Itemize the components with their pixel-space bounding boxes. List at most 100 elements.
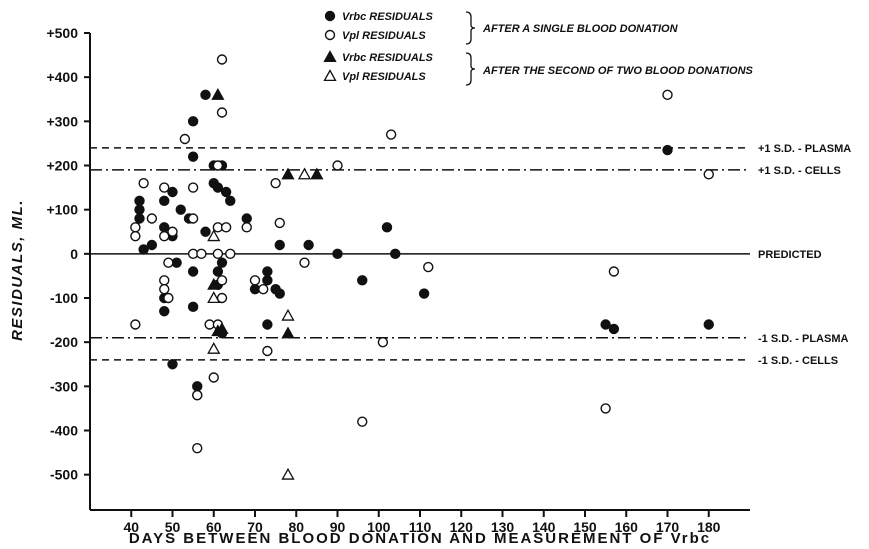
filled-circle-point [262,266,273,277]
ticks: +500 +400 +300 +200 +100 0 -100 -200 -300 -400 -50… [46,25,720,535]
legend-group-label: AFTER THE SECOND OF TWO BLOOD DONATIONS [482,65,754,77]
filled-circle-point [241,213,252,224]
filled-circle-point [138,244,149,255]
legend-entry-label: Vrbc RESIDUALS [342,52,434,64]
filled-circle-point [159,222,170,233]
open-circle-point [703,169,714,180]
x-tick-label: 140 [532,519,556,535]
open-triangle-point [207,229,221,242]
x-tick-label: 50 [165,519,181,535]
open-circle-point [216,107,228,118]
open-circle-point [662,89,673,101]
filled-circle-point [220,186,232,198]
filled-circle-point [390,248,401,260]
open-triangle-point [281,308,295,321]
x-tick-label: 180 [697,519,721,535]
open-circle-point [423,261,434,273]
open-circle-point [299,257,310,268]
filled-circle-point [134,195,145,207]
filled-circle-point [192,381,203,392]
y-tick-label: +300 [46,113,78,129]
filled-circle-point [274,239,285,251]
x-tick-label: 70 [247,519,263,535]
open-circle-point [159,283,170,295]
y-tick-label: -500 [50,467,78,483]
open-circle-point [225,248,236,260]
y-tick-label: +400 [46,69,78,85]
open-circle-point [130,222,141,233]
filled-triangle-point [211,324,225,337]
filled-triangle-point [281,167,295,180]
legend-group-label: AFTER A SINGLE BLOOD DONATION [482,23,679,35]
open-circle-point [357,416,368,427]
filled-circle-point [274,288,285,299]
open-triangle-point [281,467,295,480]
filled-triangle-point [211,87,225,100]
legend-open-circle-marker [324,29,336,41]
open-circle-point [212,248,224,260]
open-circle-point [159,182,170,193]
y-tick-label: -100 [50,290,78,306]
filled-triangle-point [281,326,295,339]
legend-open-triangle-marker [323,69,337,82]
open-circle-point [262,345,273,357]
filled-circle-point [200,226,211,237]
open-circle-point [377,336,389,348]
y-tick-label: -400 [50,423,78,439]
open-circle-point [258,283,269,295]
filled-circle-point [159,306,170,317]
open-circle-point [216,54,228,65]
open-circle-point [208,372,219,383]
open-circle-point [146,213,158,224]
y-tick-label: -300 [50,378,78,394]
filled-circle-point [212,182,224,193]
filled-circle-point [167,359,178,370]
x-tick-label: 160 [615,519,639,535]
filled-circle-point [216,257,228,268]
filled-circle-point [600,319,611,330]
filled-circle-point [608,323,620,335]
y-tick-label: +200 [46,158,78,174]
filled-circle-point [187,301,199,313]
x-tick-label: 60 [206,519,222,535]
y-tick-label: +500 [46,25,78,41]
y-axis-title: RESIDUALS, ML. [9,199,26,341]
legend-filled-circle-marker [324,10,336,22]
filled-circle-point [134,204,145,215]
x-tick-label: 170 [656,519,680,535]
filled-circle-point [134,213,145,224]
open-circle-point [212,160,224,171]
open-circle-point [192,442,203,454]
filled-circle-point [662,144,673,156]
open-circle-point [179,133,191,145]
filled-circle-point [357,275,368,286]
data-points [130,54,714,480]
filled-circle-point [703,319,714,330]
x-tick-label: 130 [491,519,515,535]
filled-circle-point [159,195,170,207]
open-circle-point [163,257,174,268]
open-circle-point [216,275,228,286]
open-circle-point [159,230,170,242]
filled-circle-point [187,116,199,127]
legend-brace [465,11,476,45]
open-triangle-point [297,167,312,180]
legend-filled-triangle-marker [323,50,337,63]
open-circle-point [167,226,178,237]
reference-line-labels: +1 S.D. - PLASMA +1 S.D. - CELLS PREDICTED… [758,143,851,367]
filled-circle-point [187,266,199,277]
open-circle-point [138,177,149,189]
legend: Vrbc RESIDUALS Vpl RESIDUALS Vrbc RESIDUAL… [323,10,754,86]
filled-circle-point [303,239,314,251]
x-tick-label: 120 [450,519,474,535]
x-tick-label: 40 [123,519,139,535]
open-circle-point [163,292,174,304]
filled-circle-point [146,239,158,251]
open-circle-point [332,160,343,171]
x-axis-title: DAYS BETWEEN BLOOD DONATION AND MEASUREM… [129,530,711,547]
open-circle-point [192,389,203,401]
filled-circle-point [212,266,224,277]
filled-circle-point [167,186,178,198]
reference-line-label: -1 S.D. - CELLS [758,355,838,367]
open-circle-point [600,403,611,414]
